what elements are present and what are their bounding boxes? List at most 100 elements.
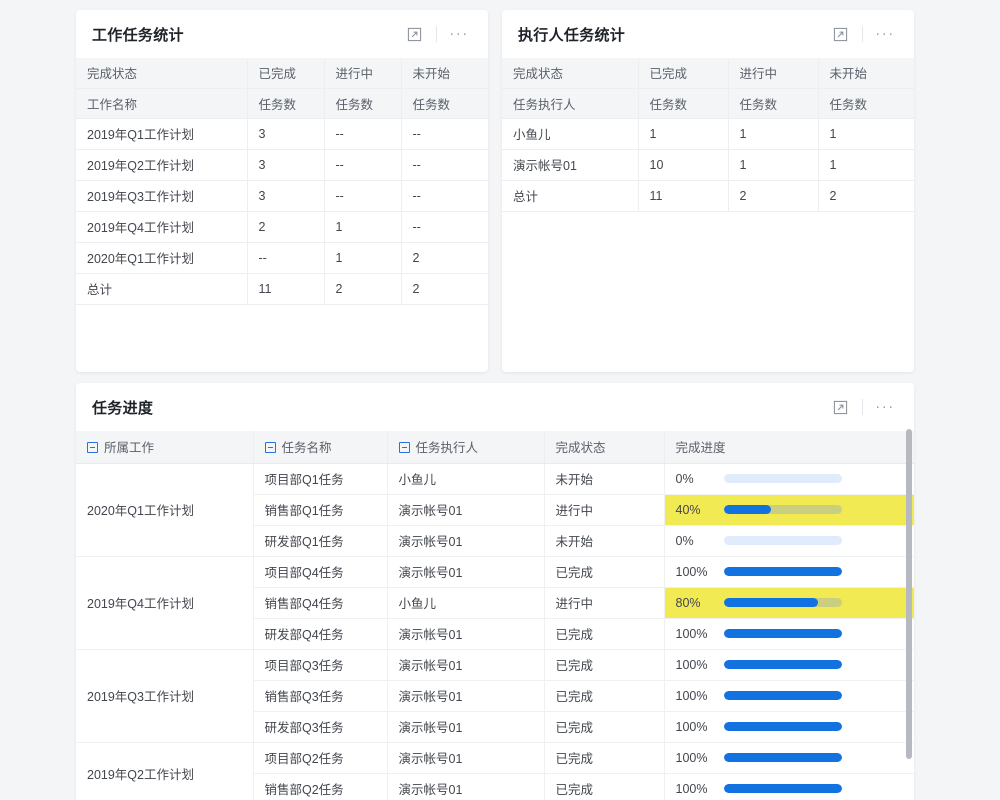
vertical-scrollbar[interactable] xyxy=(906,429,912,799)
cell-work-group: 2019年Q2工作计划 xyxy=(76,741,254,800)
column-header-task[interactable]: 任务名称 xyxy=(253,431,388,464)
more-icon[interactable]: ··· xyxy=(875,25,895,42)
cell-done: 10 xyxy=(638,149,729,181)
column-header-work[interactable]: 所属工作 xyxy=(76,431,254,464)
cell-done: 11 xyxy=(247,273,325,305)
table-row[interactable]: 2020年Q1工作计划 -- 1 2 xyxy=(76,242,488,274)
table-header-row-2: 工作名称 任务数 任务数 任务数 xyxy=(76,88,488,119)
progress-bar xyxy=(723,691,842,700)
cell-doing: 1 xyxy=(324,242,402,274)
header-cell: 任务数 xyxy=(401,88,488,119)
cell-progress: 100% xyxy=(664,742,914,774)
cell-done: 11 xyxy=(638,180,729,212)
cell-todo: 2 xyxy=(818,180,914,212)
table-row[interactable]: 销售部Q1任务 演示帐号01 进行中 40% xyxy=(76,494,914,526)
card-title: 工作任务统计 xyxy=(92,26,184,44)
progress-label: 0% xyxy=(675,533,694,548)
cell-done: 1 xyxy=(638,118,729,150)
cell-progress: 100% xyxy=(664,711,914,743)
table-row[interactable]: 研发部Q1任务 演示帐号01 未开始 0% xyxy=(76,525,914,557)
table-row[interactable]: 研发部Q4任务 演示帐号01 已完成 100% xyxy=(76,618,914,650)
table-row[interactable]: 2019年Q3工作计划 3 -- -- xyxy=(76,180,488,212)
progress-bar xyxy=(723,784,842,793)
expand-icon[interactable] xyxy=(825,394,855,420)
table-row[interactable]: 2019年Q3工作计划 项目部Q3任务 演示帐号01 已完成 100% xyxy=(76,648,914,743)
header-cell: 未开始 xyxy=(401,58,488,89)
cell-work-name: 总计 xyxy=(76,273,248,305)
table-row[interactable]: 2019年Q2工作计划 项目部Q2任务 演示帐号01 已完成 100% xyxy=(76,741,914,800)
cell-task-name: 项目部Q1任务 xyxy=(253,463,388,495)
column-header-status[interactable]: 完成状态 xyxy=(544,431,665,464)
more-icon[interactable]: ··· xyxy=(449,25,469,42)
table-row[interactable]: 研发部Q3任务 演示帐号01 已完成 100% xyxy=(76,711,914,743)
cell-assignee: 演示帐号01 xyxy=(387,649,545,681)
scrollbar-thumb[interactable] xyxy=(906,429,912,759)
table-row-total[interactable]: 总计 11 2 2 xyxy=(502,180,914,212)
cell-assignee: 演示帐号01 xyxy=(387,742,545,774)
progress-bar xyxy=(723,753,842,762)
card-header: 工作任务统计 ··· xyxy=(76,10,488,58)
cell-status: 已完成 xyxy=(544,680,665,712)
cell-work-name: 2019年Q1工作计划 xyxy=(76,118,248,150)
collapse-minus-icon[interactable] xyxy=(264,442,276,454)
cell-status: 进行中 xyxy=(544,587,665,619)
card-work-task-stats: 工作任务统计 ··· 完成状态 已完成 xyxy=(76,10,488,372)
expand-icon[interactable] xyxy=(399,21,429,47)
column-header-label: 完成状态 xyxy=(555,441,606,456)
table-row[interactable]: 演示帐号01 10 1 1 xyxy=(502,149,914,181)
expand-icon[interactable] xyxy=(825,21,855,47)
collapse-minus-icon[interactable] xyxy=(398,442,410,454)
header-cell: 完成状态 xyxy=(502,58,639,89)
header-cell: 进行中 xyxy=(324,58,402,89)
progress-bar xyxy=(723,536,842,545)
cell-progress: 40% xyxy=(664,494,914,526)
more-icon[interactable]: ··· xyxy=(875,398,895,415)
cell-done: 3 xyxy=(247,149,325,181)
cell-task-name: 销售部Q2任务 xyxy=(253,773,388,800)
cell-assignee: 总计 xyxy=(502,180,639,212)
cell-todo: 2 xyxy=(401,242,488,274)
header-cell: 工作名称 xyxy=(76,88,248,119)
cell-task-name: 研发部Q1任务 xyxy=(253,525,388,557)
table-row-total[interactable]: 总计 11 2 2 xyxy=(76,273,488,305)
cell-progress: 100% xyxy=(664,773,914,800)
cell-todo: 1 xyxy=(818,149,914,181)
cell-todo: -- xyxy=(401,118,488,150)
progress-bar-fill xyxy=(723,505,771,514)
progress-bar xyxy=(723,629,842,638)
cell-status: 已完成 xyxy=(544,618,665,650)
cell-doing: 1 xyxy=(728,149,819,181)
cell-work-group: 2020年Q1工作计划 xyxy=(76,462,254,557)
cell-task-name: 研发部Q3任务 xyxy=(253,711,388,743)
cell-task-name: 项目部Q2任务 xyxy=(253,742,388,774)
table-row[interactable]: 2019年Q4工作计划 项目部Q4任务 演示帐号01 已完成 100% xyxy=(76,555,914,650)
cell-doing: -- xyxy=(324,149,402,181)
table-row[interactable]: 2019年Q4工作计划 2 1 -- xyxy=(76,211,488,243)
column-header-progress[interactable]: 完成进度 xyxy=(664,431,914,464)
cell-task-name: 销售部Q1任务 xyxy=(253,494,388,526)
cell-status: 已完成 xyxy=(544,556,665,588)
table-row[interactable]: 小鱼儿 1 1 1 xyxy=(502,118,914,150)
progress-bar-fill xyxy=(723,629,842,638)
table-row[interactable]: 2019年Q1工作计划 3 -- -- xyxy=(76,118,488,150)
table-row[interactable]: 2019年Q2工作计划 3 -- -- xyxy=(76,149,488,181)
cell-assignee: 演示帐号01 xyxy=(387,773,545,800)
cell-todo: 2 xyxy=(401,273,488,305)
cell-todo: -- xyxy=(401,180,488,212)
table-row[interactable]: 销售部Q2任务 演示帐号01 已完成 100% xyxy=(76,773,914,800)
header-cell: 进行中 xyxy=(728,58,819,89)
cell-progress: 100% xyxy=(664,680,914,712)
header-cell: 任务执行人 xyxy=(502,88,639,119)
column-header-label: 所属工作 xyxy=(104,441,155,456)
cell-todo: -- xyxy=(401,211,488,243)
progress-bar xyxy=(723,474,842,483)
table-row[interactable]: 销售部Q4任务 小鱼儿 进行中 80% xyxy=(76,587,914,619)
column-header-assignee[interactable]: 任务执行人 xyxy=(387,431,545,464)
table-row[interactable]: 销售部Q3任务 演示帐号01 已完成 100% xyxy=(76,680,914,712)
task-progress-table: 所属工作 任务名称 任务执行人 完成状态 完成进度 2020年 xyxy=(76,431,914,800)
cell-task-name: 销售部Q4任务 xyxy=(253,587,388,619)
collapse-minus-icon[interactable] xyxy=(87,442,98,454)
header-cell: 未开始 xyxy=(818,58,914,89)
table-row[interactable]: 2020年Q1工作计划 项目部Q1任务 小鱼儿 未开始 0% xyxy=(76,462,914,557)
